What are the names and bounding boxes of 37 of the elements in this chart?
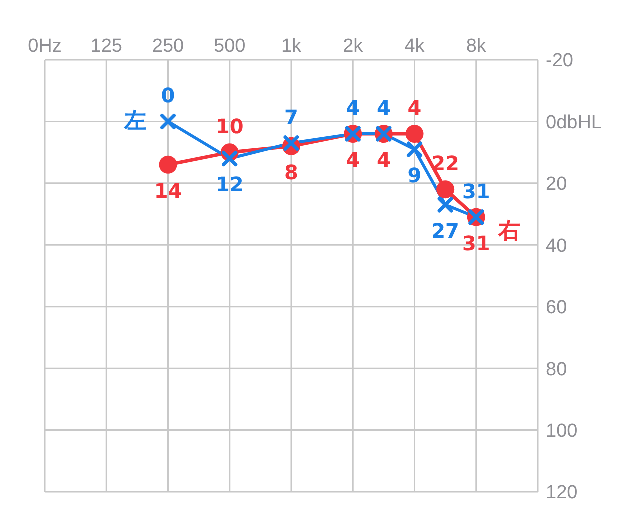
- data-label: 9: [408, 163, 422, 188]
- data-label: 7: [284, 105, 298, 130]
- series-label: 右: [497, 218, 520, 244]
- point: [159, 156, 178, 174]
- y-tick-label: 100: [546, 421, 578, 442]
- x-tick-label: 8k: [466, 36, 487, 57]
- x-tick-label: 500: [214, 36, 246, 57]
- point: [406, 125, 424, 144]
- x-tick-label: 4k: [404, 36, 426, 57]
- y-tick-label: 120: [546, 482, 578, 504]
- data-label: 14: [154, 178, 182, 203]
- data-label: 27: [432, 219, 460, 244]
- x-tick-label: 250: [152, 36, 184, 57]
- data-label: 31: [462, 179, 490, 204]
- point: [436, 180, 455, 199]
- data-label: 4: [346, 148, 360, 172]
- x-tick-label: 1k: [281, 36, 302, 57]
- data-label: 0: [161, 84, 176, 108]
- data-label: 22: [432, 152, 460, 176]
- data-label: 8: [284, 160, 298, 184]
- data-label: 4: [408, 96, 422, 120]
- data-label: 4: [376, 148, 391, 172]
- x-tick-label: 0Hz: [28, 36, 62, 57]
- data-label: 31: [462, 231, 490, 256]
- x-tick-label: 2k: [343, 36, 364, 57]
- data-label: 4: [346, 96, 360, 120]
- y-tick-label: 20: [546, 174, 568, 196]
- y-tick-label: -20: [546, 50, 574, 72]
- data-label: 4: [376, 96, 391, 120]
- y-tick-label: 0dbHL: [546, 112, 602, 134]
- y-tick-label: 80: [546, 359, 568, 380]
- data-label: 10: [216, 114, 244, 139]
- y-tick-label: 60: [546, 298, 568, 319]
- x-tick-label: 125: [90, 36, 122, 57]
- series-label: 左: [123, 109, 146, 134]
- y-tick-label: 40: [546, 236, 568, 257]
- data-label: 12: [216, 172, 244, 197]
